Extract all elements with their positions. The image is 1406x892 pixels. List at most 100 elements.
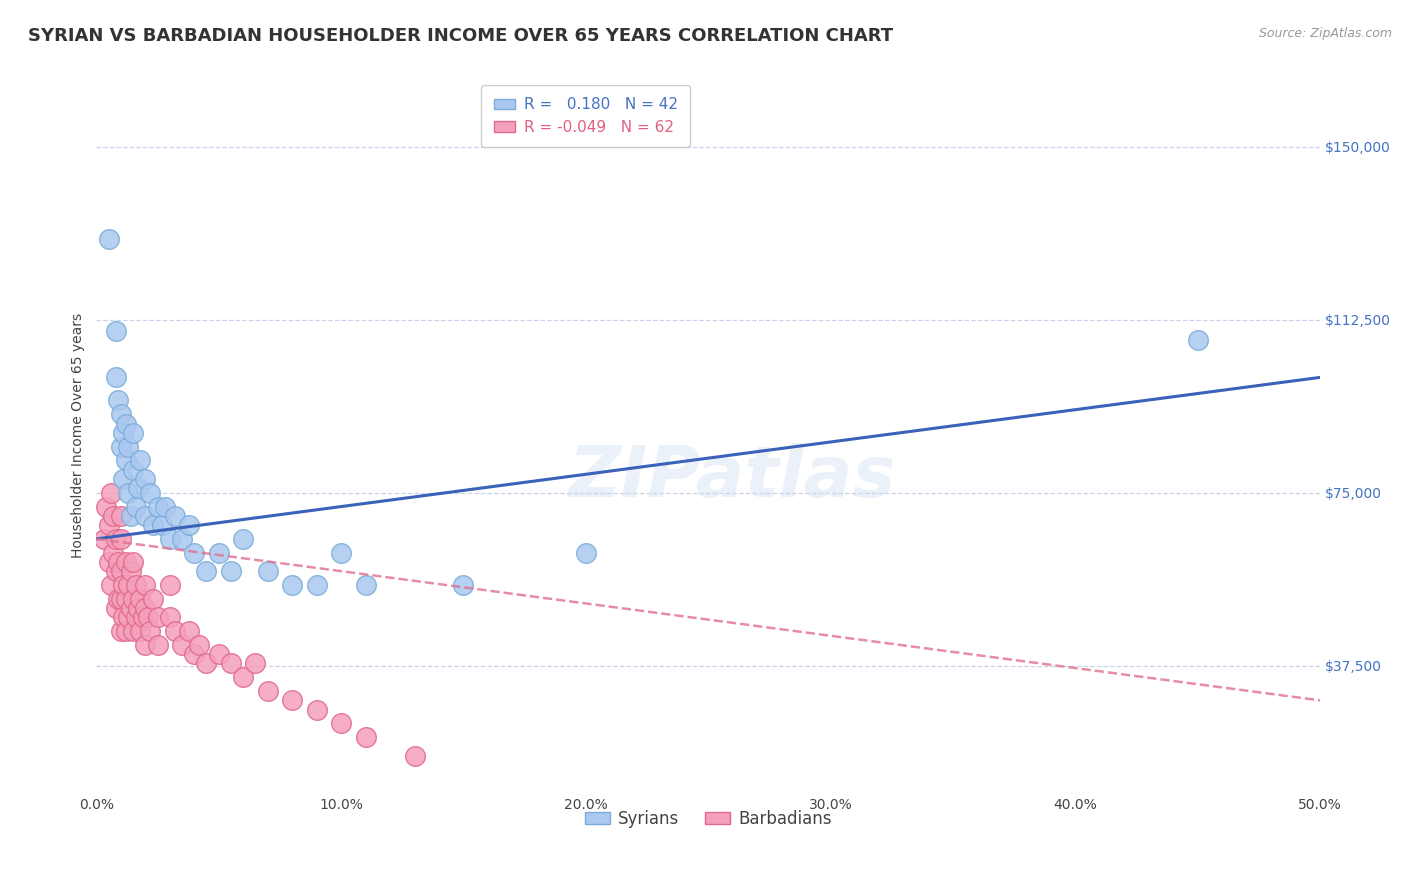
Point [159,610,181,624]
Point [120,508,142,523]
Point [103,508,125,523]
Point [188,638,211,652]
Point [104,564,127,578]
Point [129,624,152,639]
Point [1187,334,1209,348]
Point [134,638,156,652]
Point [219,564,242,578]
Point [112,578,135,592]
Point [163,508,186,523]
Point [124,500,146,514]
Point [104,324,127,338]
Point [179,624,201,639]
Point [114,453,136,467]
Point [219,657,242,671]
Point [100,578,122,592]
Point [112,610,135,624]
Point [122,624,145,639]
Point [153,500,176,514]
Point [110,407,132,421]
Point [110,564,132,578]
Point [97,232,120,246]
Point [305,703,328,717]
Point [110,440,132,454]
Point [134,578,156,592]
Point [114,555,136,569]
Point [256,564,278,578]
Point [330,716,353,731]
Point [281,578,304,592]
Point [146,638,169,652]
Point [142,518,165,533]
Point [281,693,304,707]
Point [107,591,129,606]
Point [122,425,145,440]
Point [256,684,278,698]
Point [330,546,353,560]
Text: Source: ZipAtlas.com: Source: ZipAtlas.com [1258,27,1392,40]
Point [142,591,165,606]
Point [152,518,174,533]
Point [139,485,162,500]
Point [122,555,145,569]
Point [179,518,201,533]
Point [208,546,231,560]
Point [124,578,146,592]
Point [195,657,218,671]
Point [232,670,254,684]
Point [129,591,152,606]
Point [127,601,149,615]
Point [114,417,136,431]
Point [104,370,127,384]
Point [245,657,267,671]
Point [122,591,145,606]
Point [120,601,142,615]
Point [305,578,328,592]
Point [132,610,155,624]
Legend: Syrians, Barbadians: Syrians, Barbadians [578,803,838,834]
Point [110,624,132,639]
Point [232,532,254,546]
Point [104,532,127,546]
Point [122,463,145,477]
Point [404,748,426,763]
Point [146,500,169,514]
Point [117,440,139,454]
Point [117,610,139,624]
Point [146,610,169,624]
Point [453,578,475,592]
Point [159,578,181,592]
Point [127,481,149,495]
Point [134,472,156,486]
Point [170,532,193,546]
Point [97,555,120,569]
Point [112,472,135,486]
Point [93,532,115,546]
Point [110,532,132,546]
Point [114,591,136,606]
Point [104,601,127,615]
Point [170,638,193,652]
Text: ZIPatlas: ZIPatlas [569,443,897,513]
Point [103,546,125,560]
Point [134,508,156,523]
Point [100,485,122,500]
Point [107,393,129,408]
Point [208,647,231,661]
Point [107,555,129,569]
Point [159,532,181,546]
Point [354,578,377,592]
Point [183,647,205,661]
Point [163,624,186,639]
Point [195,564,218,578]
Point [575,546,598,560]
Point [97,518,120,533]
Point [136,610,159,624]
Point [110,591,132,606]
Y-axis label: Householder Income Over 65 years: Householder Income Over 65 years [72,312,86,558]
Point [183,546,205,560]
Point [112,425,135,440]
Point [110,508,132,523]
Point [117,485,139,500]
Point [117,578,139,592]
